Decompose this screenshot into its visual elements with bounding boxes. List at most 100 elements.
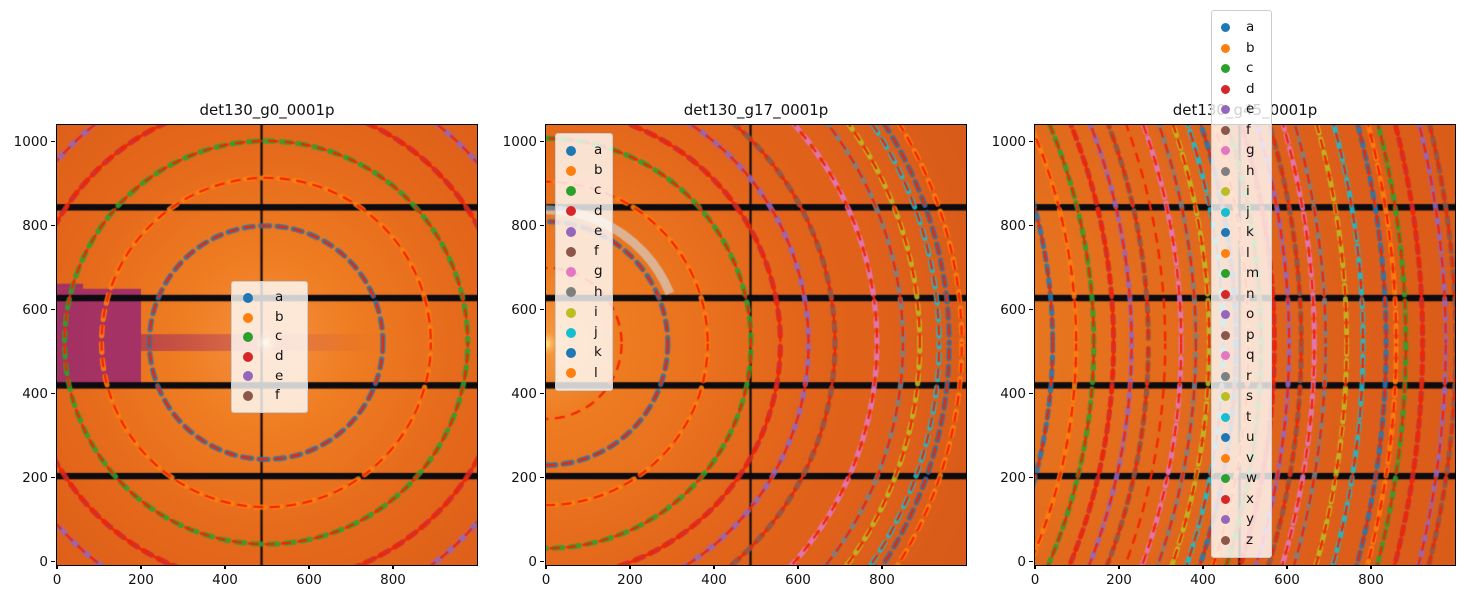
- x-tick-mark: [797, 565, 799, 569]
- legend-entry: s: [1212, 388, 1271, 404]
- y-tick-mark: [1029, 561, 1033, 563]
- legend-entry: h: [556, 283, 612, 300]
- legend-label: h: [1246, 162, 1255, 179]
- legend-label: e: [275, 367, 284, 384]
- y-tick-label: 600: [1000, 301, 1026, 318]
- legend-marker-icon: [1221, 310, 1230, 320]
- legend-entry: z: [1212, 531, 1271, 548]
- legend-marker-icon: [566, 186, 576, 197]
- legend-marker-icon: [1221, 207, 1230, 217]
- x-tick-mark: [1034, 565, 1036, 569]
- legend-marker-icon: [243, 292, 253, 303]
- legend-marker-icon: [1221, 248, 1230, 258]
- y-tick-label: 800: [1000, 217, 1026, 234]
- legend-entry: k: [1212, 225, 1271, 240]
- legend-label: h: [594, 283, 603, 300]
- legend-marker-icon: [566, 327, 576, 338]
- y-tick-label: 0: [39, 553, 48, 570]
- y-tick-label: 1000: [13, 133, 48, 150]
- legend-label: r: [1246, 367, 1252, 384]
- legend-label: g: [1246, 142, 1255, 158]
- legend-marker-icon: [566, 165, 576, 176]
- legend-marker-icon: [1221, 289, 1230, 299]
- legend-label: c: [275, 328, 283, 345]
- legend-marker-icon: [1221, 23, 1230, 33]
- legend-entry: l: [1212, 244, 1271, 261]
- y-tick-label: 400: [22, 385, 48, 402]
- legend-marker-icon: [243, 332, 253, 343]
- legend-label: j: [1246, 203, 1250, 220]
- legend-label: s: [1246, 388, 1254, 404]
- x-tick-mark: [1370, 565, 1372, 569]
- y-tick-label: 800: [22, 217, 48, 234]
- legend-label: c: [1246, 60, 1254, 76]
- x-tick-mark: [545, 565, 547, 569]
- legend-label: a: [275, 289, 284, 306]
- legend-entry: e: [232, 367, 307, 384]
- legend-marker-icon: [1221, 105, 1230, 115]
- legend-marker-icon: [1221, 412, 1230, 422]
- y-tick-label: 800: [511, 217, 537, 234]
- y-tick-mark: [540, 393, 544, 395]
- legend-entry: b: [232, 310, 307, 325]
- legend-label: a: [1246, 19, 1255, 35]
- legend-marker-icon: [566, 267, 576, 278]
- legend-entry: f: [232, 389, 307, 403]
- legend-label: m: [1246, 265, 1260, 281]
- legend-entry: g: [556, 265, 612, 279]
- legend-label: f: [275, 387, 280, 404]
- legend-label: w: [1246, 470, 1258, 486]
- x-tick-label: 0: [541, 572, 551, 588]
- legend-entry: d: [232, 350, 307, 364]
- legend-marker-icon: [1221, 453, 1230, 463]
- legend-entry: c: [232, 330, 307, 344]
- legend-label: t: [1246, 408, 1252, 425]
- legend-entry: b: [556, 164, 612, 178]
- legend-entry: w: [1212, 470, 1271, 486]
- legend-label: z: [1246, 531, 1254, 548]
- legend-marker-icon: [1221, 166, 1230, 176]
- legend-marker-icon: [1221, 228, 1230, 238]
- y-tick-mark: [540, 225, 544, 227]
- legend-marker-icon: [1221, 64, 1230, 74]
- y-tick-label: 1000: [991, 133, 1026, 150]
- y-tick-label: 0: [1017, 553, 1026, 570]
- legend-entry: a: [232, 291, 307, 305]
- legend-marker-icon: [1221, 515, 1230, 525]
- y-tick-mark: [1029, 141, 1033, 143]
- legend-marker-icon: [1221, 371, 1230, 381]
- legend-marker-icon: [243, 391, 253, 402]
- legend-label: o: [1246, 306, 1255, 322]
- legend-entry: p: [1212, 328, 1271, 343]
- legend-marker-icon: [566, 226, 576, 237]
- legend-label: x: [1246, 490, 1254, 507]
- x-tick-label: 0: [52, 572, 62, 588]
- legend-marker-icon: [566, 246, 576, 257]
- legend-entry: i: [556, 303, 612, 320]
- legend-label: l: [1246, 244, 1250, 261]
- y-tick-label: 1000: [502, 133, 537, 150]
- legend-entry: v: [1212, 451, 1271, 466]
- legend-marker-icon: [1221, 146, 1230, 156]
- legend-marker-icon: [1221, 43, 1230, 53]
- legend-marker-icon: [1221, 494, 1230, 504]
- y-tick-mark: [51, 141, 55, 143]
- y-tick-label: 400: [511, 385, 537, 402]
- legend-label: g: [594, 263, 603, 280]
- legend-entry: a: [556, 143, 612, 158]
- y-tick-label: 600: [22, 301, 48, 318]
- subplot-det130-g17: det130_g17_0001p 0 200 400 600 800 0 200 400 600…: [503, 101, 967, 588]
- legend-label: i: [594, 303, 598, 320]
- x-tick-mark: [224, 565, 226, 569]
- y-tick-mark: [1029, 393, 1033, 395]
- y-tick-mark: [540, 561, 544, 563]
- y-tick-label: 200: [22, 469, 48, 486]
- x-tick-label: 400: [701, 572, 727, 588]
- legend-marker-icon: [243, 351, 253, 362]
- legend-marker-icon: [1221, 392, 1230, 402]
- y-tick-mark: [540, 141, 544, 143]
- legend-marker-icon: [566, 348, 576, 359]
- y-tick-label: 200: [511, 469, 537, 486]
- legend-label: d: [275, 348, 284, 365]
- y-tick-mark: [51, 393, 55, 395]
